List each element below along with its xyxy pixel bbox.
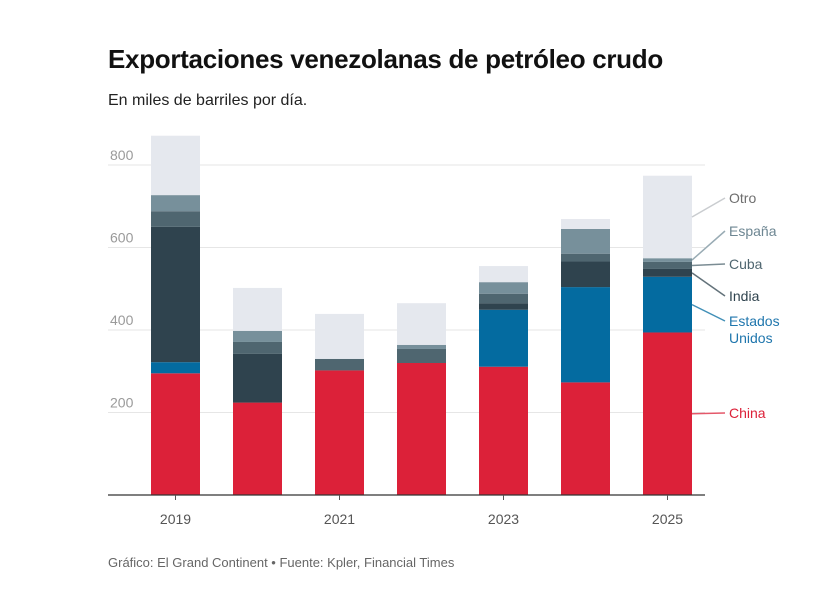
leader-line-india (691, 272, 726, 297)
bar-2024-españa (561, 228, 610, 254)
bar-2021-otro (315, 313, 364, 359)
legend-label-estados-unidos-1: Unidos (729, 330, 773, 346)
x-tick-label-2025: 2025 (652, 511, 683, 527)
bar-2023-estados-unidos (479, 309, 528, 367)
leader-line-estados-unidos (691, 303, 726, 322)
x-tick-label-2019: 2019 (160, 511, 191, 527)
chart-title: Exportaciones venezolanas de petróleo cr… (108, 44, 663, 74)
bar-2020-españa (233, 330, 282, 342)
bar-2022-cuba (397, 348, 446, 363)
y-tick-label-400: 400 (110, 312, 134, 328)
bar-group-2022 (397, 303, 446, 495)
bar-2023-china (479, 366, 528, 495)
bar-2019-cuba (151, 211, 200, 227)
bar-2023-españa (479, 282, 528, 294)
legend-label-india: India (729, 288, 760, 304)
bar-2024-china (561, 382, 610, 495)
y-tick-label-200: 200 (110, 395, 134, 411)
y-tick-label-800: 800 (110, 147, 134, 163)
bar-2019-españa (151, 195, 200, 212)
bar-2025-india (643, 268, 692, 277)
x-tick-label-2023: 2023 (488, 511, 519, 527)
chart-source: Gráfico: El Grand Continent • Fuente: Kp… (108, 555, 455, 570)
bar-2024-cuba (561, 253, 610, 262)
x-axis: 2019 2021 2023 2025 (108, 494, 705, 527)
legend-label-españa: España (729, 223, 777, 239)
bar-2020-otro (233, 287, 282, 331)
bar-2025-china (643, 332, 692, 495)
x-tick-label-2021: 2021 (324, 511, 355, 527)
bar-2023-otro (479, 266, 528, 283)
bars (151, 135, 692, 495)
bar-2022-china (397, 363, 446, 495)
bar-2025-otro (643, 175, 692, 259)
legend-label-otro: Otro (729, 190, 756, 206)
bar-group-2020 (233, 287, 282, 495)
bar-group-2024 (561, 219, 610, 495)
bar-2019-estados-unidos (151, 362, 200, 374)
bar-2023-cuba (479, 293, 528, 304)
bar-2023-india (479, 303, 528, 310)
bar-2024-otro (561, 219, 610, 229)
leader-line-españa (691, 230, 726, 261)
bar-2022-otro (397, 303, 446, 345)
bar-2019-otro (151, 135, 200, 196)
bar-2025-cuba (643, 261, 692, 269)
bar-group-2025 (643, 175, 692, 495)
bar-group-2023 (479, 266, 528, 495)
bar-2020-cuba (233, 341, 282, 354)
legend-label-cuba: Cuba (729, 256, 763, 272)
bar-2022-españa (397, 344, 446, 349)
bar-2024-estados-unidos (561, 287, 610, 383)
bar-2021-china (315, 370, 364, 495)
leader-line-china (691, 412, 726, 415)
chart-subtitle: En miles de barriles por día. (108, 92, 308, 109)
bar-2019-india (151, 226, 200, 363)
bar-group-2019 (151, 135, 200, 495)
leader-line-cuba (691, 263, 726, 267)
bar-2024-india (561, 261, 610, 288)
bar-2019-china (151, 373, 200, 495)
legend-label-china: China (729, 405, 766, 421)
bar-group-2021 (315, 313, 364, 495)
leader-line-otro (691, 197, 726, 218)
bar-2025-estados-unidos (643, 276, 692, 333)
bar-2025-españa (643, 258, 692, 262)
bar-2020-india (233, 353, 282, 403)
y-tick-label-600: 600 (110, 230, 134, 246)
bar-2021-cuba (315, 358, 364, 371)
bar-2020-china (233, 402, 282, 495)
legend-label-estados-unidos-0: Estados (729, 313, 780, 329)
